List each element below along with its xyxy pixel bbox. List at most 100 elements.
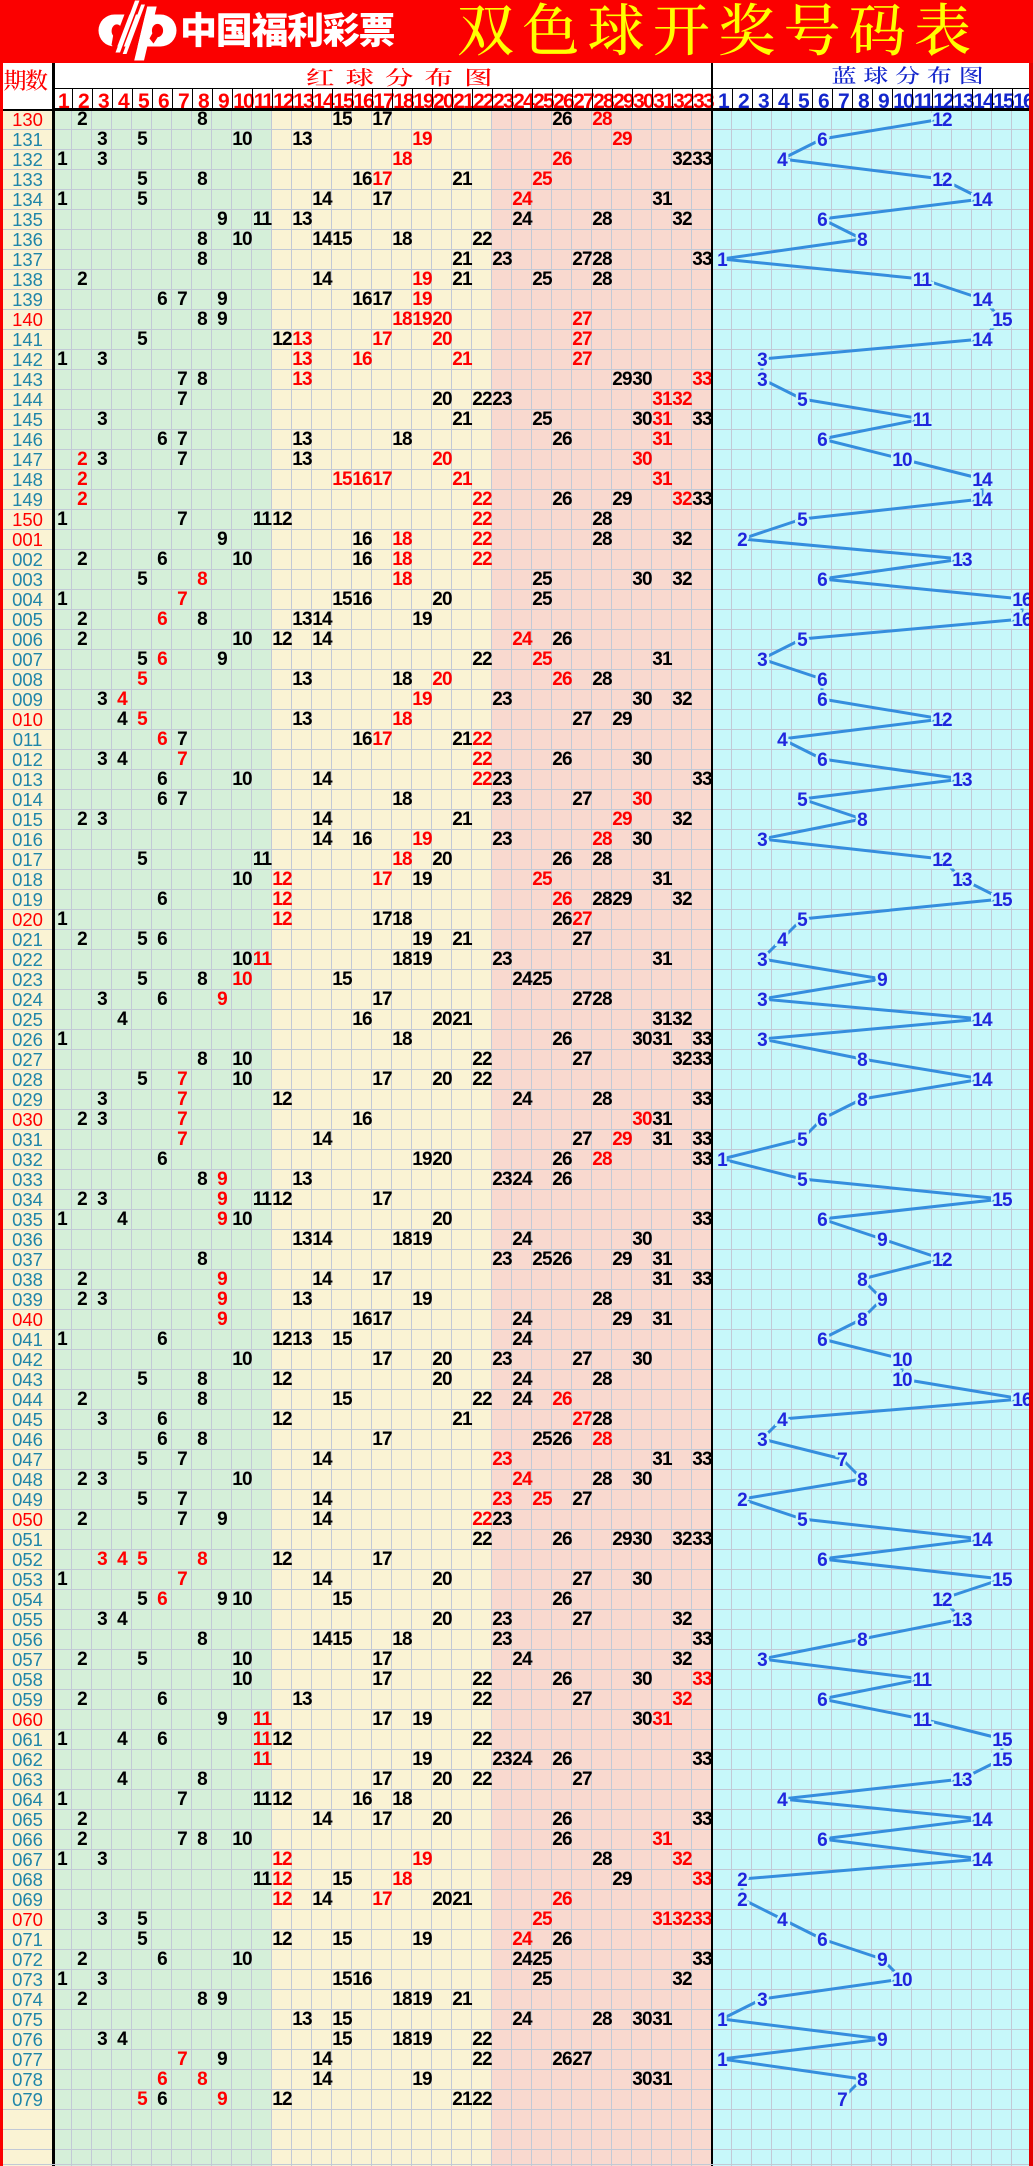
svg-text:14: 14 bbox=[972, 1010, 993, 1031]
svg-text:16: 16 bbox=[1012, 590, 1032, 611]
svg-text:7: 7 bbox=[837, 1450, 847, 1471]
svg-text:6: 6 bbox=[817, 750, 827, 771]
svg-text:5: 5 bbox=[797, 630, 808, 651]
svg-text:15: 15 bbox=[992, 310, 1013, 331]
svg-text:14: 14 bbox=[972, 290, 993, 311]
svg-text:12: 12 bbox=[932, 110, 952, 131]
svg-text:14: 14 bbox=[972, 330, 993, 351]
svg-text:5: 5 bbox=[797, 510, 808, 531]
svg-text:2: 2 bbox=[737, 1890, 747, 1911]
svg-text:15: 15 bbox=[992, 890, 1013, 911]
svg-text:2: 2 bbox=[737, 530, 747, 551]
svg-text:12: 12 bbox=[932, 170, 952, 191]
svg-text:8: 8 bbox=[857, 1050, 867, 1071]
svg-text:7: 7 bbox=[837, 2090, 847, 2109]
svg-text:14: 14 bbox=[972, 190, 993, 211]
svg-text:1: 1 bbox=[717, 2010, 728, 2031]
svg-text:10: 10 bbox=[892, 1370, 912, 1391]
svg-text:11: 11 bbox=[913, 270, 933, 291]
svg-text:12: 12 bbox=[932, 1250, 952, 1271]
svg-text:6: 6 bbox=[817, 1930, 827, 1951]
svg-text:15: 15 bbox=[992, 1730, 1013, 1751]
svg-text:6: 6 bbox=[817, 430, 827, 451]
svg-text:3: 3 bbox=[757, 1650, 767, 1671]
svg-text:14: 14 bbox=[972, 1810, 993, 1831]
svg-text:8: 8 bbox=[857, 2070, 867, 2091]
svg-text:6: 6 bbox=[817, 1210, 827, 1231]
svg-text:4: 4 bbox=[777, 930, 788, 951]
svg-text:10: 10 bbox=[892, 1350, 912, 1371]
svg-text:3: 3 bbox=[757, 1030, 767, 1051]
svg-text:14: 14 bbox=[972, 1530, 993, 1551]
svg-text:4: 4 bbox=[777, 1790, 788, 1811]
svg-text:3: 3 bbox=[757, 1990, 767, 2011]
svg-text:6: 6 bbox=[817, 1110, 827, 1131]
svg-text:1: 1 bbox=[717, 250, 728, 271]
svg-text:8: 8 bbox=[857, 1630, 867, 1651]
svg-text:11: 11 bbox=[913, 1670, 933, 1691]
svg-text:6: 6 bbox=[817, 1830, 827, 1851]
svg-text:9: 9 bbox=[877, 1950, 887, 1971]
svg-text:8: 8 bbox=[857, 810, 867, 831]
svg-text:5: 5 bbox=[797, 790, 808, 811]
svg-text:5: 5 bbox=[797, 390, 808, 411]
svg-text:4: 4 bbox=[777, 730, 788, 751]
svg-text:14: 14 bbox=[972, 490, 993, 511]
svg-text:6: 6 bbox=[817, 130, 827, 151]
svg-text:3: 3 bbox=[757, 350, 767, 371]
svg-text:15: 15 bbox=[992, 1190, 1013, 1211]
svg-text:12: 12 bbox=[932, 850, 952, 871]
svg-text:12: 12 bbox=[932, 1590, 952, 1611]
svg-text:3: 3 bbox=[757, 650, 767, 671]
svg-text:11: 11 bbox=[913, 1710, 933, 1731]
svg-text:15: 15 bbox=[992, 1750, 1013, 1771]
svg-text:8: 8 bbox=[857, 1270, 867, 1291]
svg-text:3: 3 bbox=[757, 1430, 767, 1451]
svg-text:13: 13 bbox=[952, 550, 972, 571]
svg-text:6: 6 bbox=[817, 670, 827, 691]
svg-text:6: 6 bbox=[817, 1550, 827, 1571]
svg-text:14: 14 bbox=[972, 1070, 993, 1091]
svg-text:16: 16 bbox=[1012, 1390, 1032, 1411]
svg-text:6: 6 bbox=[817, 1330, 827, 1351]
svg-text:1: 1 bbox=[717, 2050, 728, 2071]
svg-text:6: 6 bbox=[817, 570, 827, 591]
svg-text:2: 2 bbox=[737, 1870, 747, 1891]
svg-text:3: 3 bbox=[757, 990, 767, 1011]
svg-text:12: 12 bbox=[932, 710, 952, 731]
svg-text:9: 9 bbox=[877, 2030, 887, 2051]
svg-text:5: 5 bbox=[797, 910, 808, 931]
svg-text:13: 13 bbox=[952, 1770, 972, 1791]
svg-text:13: 13 bbox=[952, 1610, 972, 1631]
svg-text:9: 9 bbox=[877, 1230, 887, 1251]
svg-text:3: 3 bbox=[757, 370, 767, 391]
svg-text:13: 13 bbox=[952, 870, 972, 891]
svg-text:16: 16 bbox=[1012, 610, 1032, 631]
svg-text:6: 6 bbox=[817, 210, 827, 231]
svg-text:14: 14 bbox=[972, 470, 993, 491]
svg-text:3: 3 bbox=[757, 830, 767, 851]
svg-text:10: 10 bbox=[892, 450, 912, 471]
svg-text:4: 4 bbox=[777, 1910, 788, 1931]
svg-text:4: 4 bbox=[777, 1410, 788, 1431]
svg-text:11: 11 bbox=[913, 410, 933, 431]
svg-text:5: 5 bbox=[797, 1130, 808, 1151]
svg-text:13: 13 bbox=[952, 770, 972, 791]
svg-text:5: 5 bbox=[797, 1510, 808, 1531]
svg-text:8: 8 bbox=[857, 230, 867, 251]
svg-text:9: 9 bbox=[877, 1290, 887, 1311]
svg-text:6: 6 bbox=[817, 1690, 827, 1711]
svg-text:15: 15 bbox=[992, 1570, 1013, 1591]
svg-text:1: 1 bbox=[717, 1150, 728, 1171]
svg-text:14: 14 bbox=[972, 1850, 993, 1871]
svg-text:10: 10 bbox=[892, 1970, 912, 1991]
svg-text:8: 8 bbox=[857, 1310, 867, 1331]
svg-text:6: 6 bbox=[817, 690, 827, 711]
svg-text:9: 9 bbox=[877, 970, 887, 991]
svg-text:5: 5 bbox=[797, 1170, 808, 1191]
svg-text:3: 3 bbox=[757, 950, 767, 971]
svg-text:8: 8 bbox=[857, 1470, 867, 1491]
svg-text:2: 2 bbox=[737, 1490, 747, 1511]
svg-text:4: 4 bbox=[777, 150, 788, 171]
svg-text:8: 8 bbox=[857, 1090, 867, 1111]
